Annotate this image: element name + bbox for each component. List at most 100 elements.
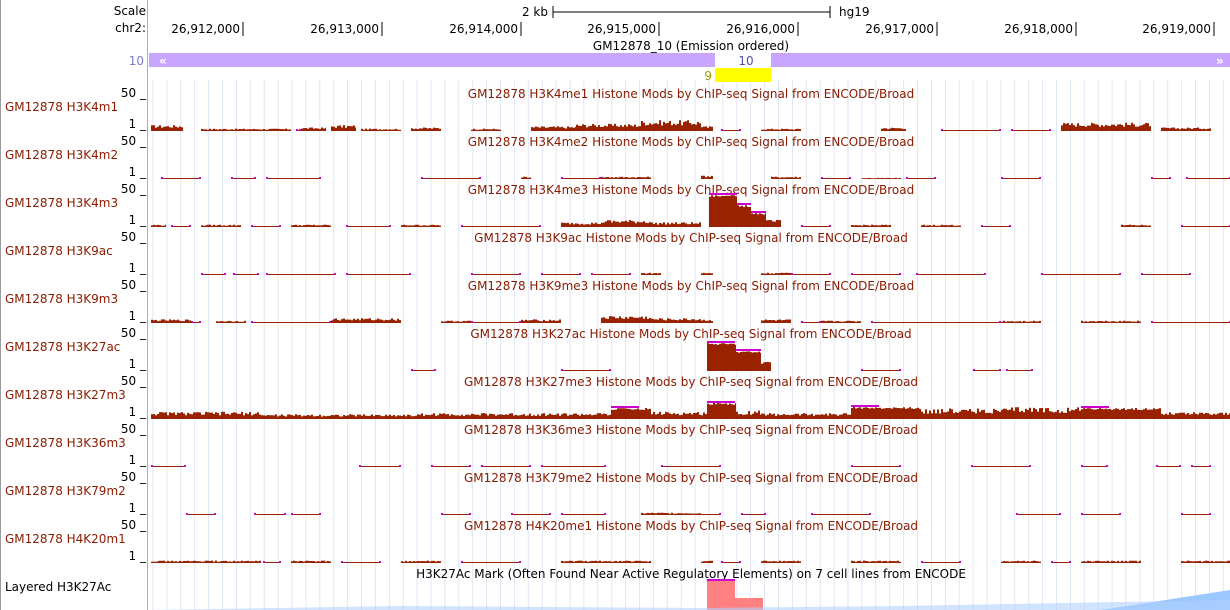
signal-marker — [254, 177, 256, 179]
signal-bars — [709, 195, 737, 227]
track-label[interactable]: GM12878 H3K9ac — [5, 244, 113, 258]
signal-marker — [819, 321, 821, 323]
track-label[interactable]: GM12878 H3K27ac — [5, 340, 121, 354]
signal-marker — [214, 513, 216, 515]
signal-bars — [1011, 407, 1081, 419]
signal-marker — [231, 177, 233, 179]
signal-marker — [469, 465, 471, 467]
signal-marker — [469, 513, 471, 515]
track-title: GM12878 H3K79me2 Histone Mods by ChIP-se… — [464, 471, 918, 485]
signal-marker — [266, 177, 268, 179]
signal-marker — [431, 465, 433, 467]
signal-marker — [801, 321, 803, 323]
signal-marker — [519, 273, 521, 275]
track-max-value: 50 _ — [121, 374, 147, 388]
signal-marker — [849, 177, 851, 179]
signal-marker — [741, 513, 743, 515]
signal-marker — [629, 273, 631, 275]
signal-bars — [861, 177, 901, 179]
segmentation-state-label: 10 — [738, 54, 753, 68]
signal-marker — [561, 369, 563, 371]
signal-bars — [261, 414, 421, 419]
track-label[interactable]: GM12878 H4K20m1 — [5, 532, 126, 546]
signal-marker — [934, 177, 936, 179]
signal-marker — [999, 129, 1001, 131]
track-title: GM12878 H3K27ac Histone Mods by ChIP-seq… — [470, 327, 911, 341]
signal-marker — [973, 369, 975, 371]
signal-bars — [761, 128, 801, 131]
layered-background — [149, 600, 1230, 610]
signal-marker — [171, 225, 173, 227]
track-label[interactable]: GM12878 H3K9m3 — [5, 292, 119, 306]
signal-bars — [151, 319, 191, 323]
layered-track-label[interactable]: Layered H3K27Ac — [5, 580, 112, 594]
signal-marker — [379, 561, 381, 563]
signal-bars — [736, 351, 761, 371]
track-label[interactable]: GM12878 H3K27m3 — [5, 388, 126, 402]
signal-marker — [1106, 465, 1108, 467]
signal-marker — [481, 465, 483, 467]
signal-bars — [1161, 412, 1230, 419]
track-min-value: 1 _ — [129, 405, 147, 419]
signal-bars — [1061, 122, 1151, 131]
track-label[interactable]: GM12878 H3K4m3 — [5, 196, 119, 210]
signal-marker — [1016, 513, 1018, 515]
signal-bars — [1081, 560, 1141, 563]
assembly-label: hg19 — [839, 5, 870, 19]
signal-marker — [1006, 369, 1008, 371]
signal-bars — [401, 224, 441, 227]
signal-marker — [604, 513, 606, 515]
signal-marker — [201, 273, 203, 275]
signal-marker — [1209, 513, 1211, 515]
signal-marker — [661, 465, 663, 467]
signal-bars — [576, 123, 641, 131]
signal-marker — [801, 225, 803, 227]
track-title: GM12878 H3K4me3 Histone Mods by ChIP-seq… — [468, 183, 914, 197]
signal-marker — [871, 321, 873, 323]
track-label[interactable]: GM12878 H3K4m2 — [5, 148, 119, 162]
signal-marker — [1001, 177, 1003, 179]
layered-peak — [707, 580, 735, 610]
scalebar-label: 2 kb — [522, 5, 548, 19]
signal-bars — [1001, 320, 1041, 323]
signal-bars — [701, 319, 713, 323]
signal-bars — [851, 560, 901, 563]
track-max-value: 50 _ — [121, 230, 147, 244]
signal-marker — [186, 513, 188, 515]
signal-marker — [719, 465, 721, 467]
signal-bars — [401, 560, 441, 563]
signal-bars — [216, 320, 246, 323]
signal-marker — [319, 177, 321, 179]
signal-bars — [641, 120, 701, 131]
scale-label: Scale — [113, 4, 146, 18]
signal-marker — [263, 561, 265, 563]
signal-bars — [851, 407, 921, 419]
track-label[interactable]: GM12878 H3K79m2 — [5, 484, 126, 498]
track-label[interactable]: GM12878 H3K4m1 — [5, 100, 119, 114]
signal-marker — [461, 561, 463, 563]
segmentation-title: GM12878_10 (Emission ordered) — [593, 39, 789, 53]
track-label[interactable]: GM12878 H3K36m3 — [5, 436, 126, 450]
signal-bars — [641, 272, 661, 275]
ruler-position-label: 26,918,000 — [1004, 22, 1073, 36]
signal-bars — [601, 176, 651, 179]
signal-bars — [851, 224, 891, 227]
signal-bars — [331, 125, 356, 131]
signal-marker — [829, 225, 831, 227]
signal-marker — [359, 465, 361, 467]
track-min-value: 1 _ — [129, 357, 147, 371]
track-min-value: 1 _ — [129, 261, 147, 275]
ruler-position-label: 26,917,000 — [865, 22, 934, 36]
signal-marker — [199, 177, 201, 179]
segmentation-side-value: 10 — [129, 54, 144, 68]
signal-marker — [791, 273, 793, 275]
track-title: GM12878 H4K20me1 Histone Mods by ChIP-se… — [464, 519, 918, 533]
track-max-value: 50 _ — [121, 278, 147, 292]
signal-bars — [601, 560, 651, 563]
track-min-value: 1 _ — [129, 213, 147, 227]
signal-bars — [151, 125, 183, 131]
signal-bars — [521, 176, 531, 179]
signal-marker — [461, 225, 463, 227]
